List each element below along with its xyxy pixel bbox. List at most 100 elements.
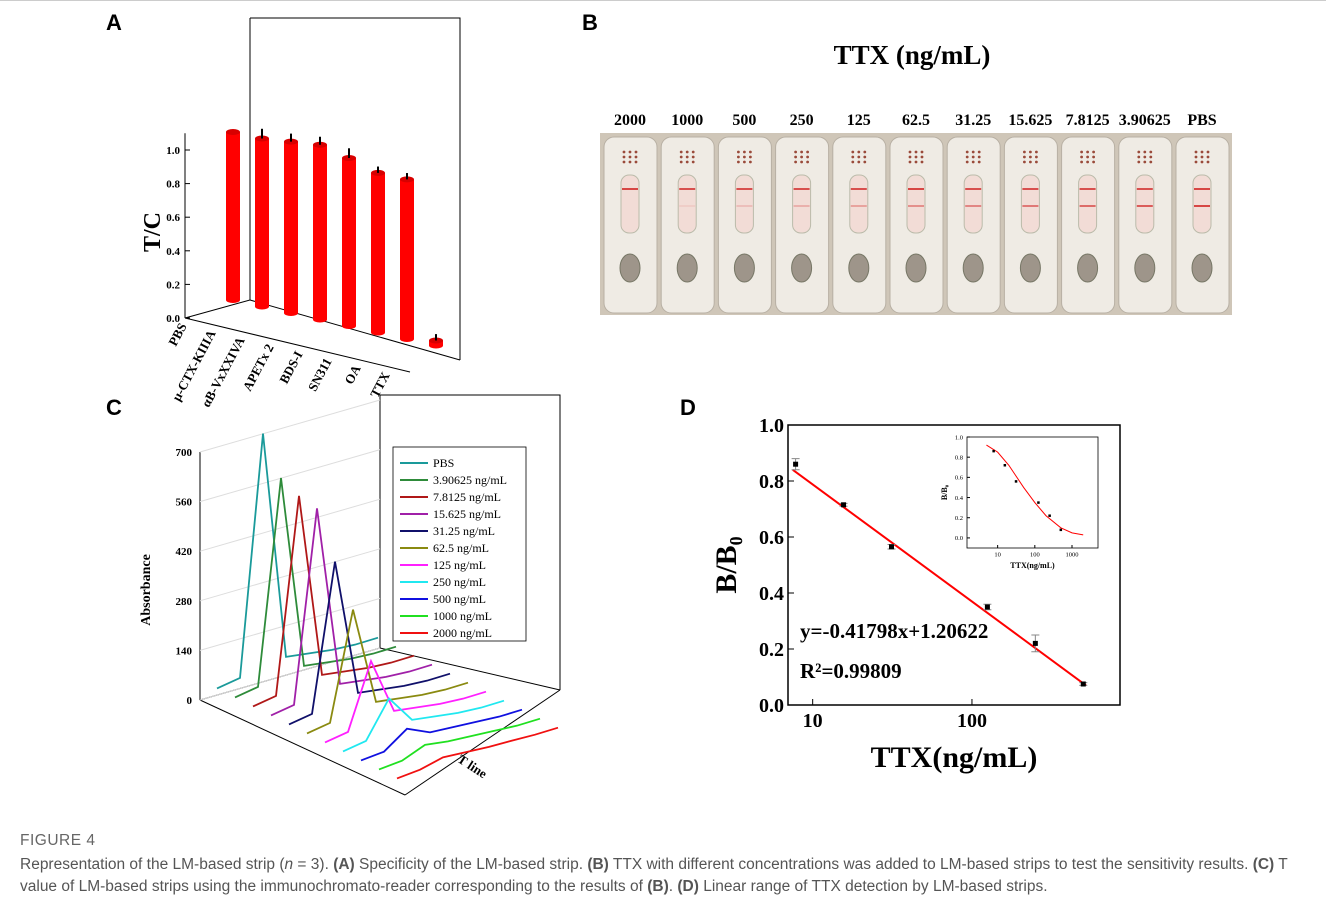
strip-dot (908, 160, 912, 164)
series-line (342, 697, 505, 753)
legend-label: 125 ng/mL (433, 558, 486, 572)
strip-window (963, 174, 983, 234)
sample-well (848, 253, 870, 283)
y-axis-label: Absorbance (139, 554, 154, 626)
plot-frame (966, 436, 1099, 549)
x-tick-label: 10 (994, 552, 1001, 559)
y-tick-label: 0.6 (166, 212, 180, 224)
y-tick-label: 420 (176, 546, 193, 558)
strip-dot (1035, 160, 1038, 164)
panel-label: C (106, 395, 122, 420)
strip-dot (1194, 155, 1198, 159)
y-tick-label: 140 (176, 645, 193, 657)
strip-dot (1023, 160, 1026, 164)
x-axis-label: T line (455, 751, 490, 781)
strip-window (1135, 174, 1155, 234)
strip-dot (691, 160, 695, 164)
sample-well (791, 253, 813, 283)
strip-dot (971, 150, 975, 154)
strip-dot (1206, 155, 1210, 159)
sample-well (619, 253, 641, 283)
point (1032, 640, 1038, 646)
caption-part: (D) (677, 878, 699, 895)
strip-dot (628, 150, 632, 154)
series-line (324, 658, 487, 744)
y-axis-label: B/B₀ (940, 484, 949, 500)
legend-label: 3.90625 ng/mL (433, 473, 507, 487)
y-tick-label: 280 (176, 596, 193, 608)
grid-line (199, 399, 381, 453)
strip-dot (737, 155, 740, 159)
caption-part: n (284, 856, 294, 873)
sample-well (962, 253, 984, 283)
strip-dot (1092, 150, 1095, 154)
point (1014, 480, 1018, 483)
x-tick-label: BDS-I (276, 348, 306, 386)
bar-base (429, 342, 443, 349)
x-tick-label: 100 (1030, 552, 1040, 559)
point (1059, 528, 1063, 532)
y-tick-label: 0.4 (166, 246, 180, 258)
strip-label: 250 (790, 112, 814, 129)
strip-dot (1143, 155, 1147, 159)
point (793, 461, 799, 467)
strip-dot (691, 150, 695, 154)
legend-label: 31.25 ng/mL (433, 524, 495, 538)
y-tick-label: 0.0 (166, 313, 180, 325)
y-tick-label: 0 (187, 695, 193, 707)
strip-dot (1023, 150, 1026, 154)
bar (255, 138, 269, 307)
strip-dot (1023, 155, 1026, 159)
y-axis-label: B/B₀ (710, 536, 743, 593)
strip-label: 1000 (671, 112, 703, 129)
strip-dot (685, 155, 689, 159)
series-line (234, 477, 397, 699)
legend-label: 15.625 ng/mL (433, 507, 501, 521)
strip-dot (1143, 150, 1147, 154)
strip-dot (977, 155, 981, 159)
strip-dot (749, 150, 752, 154)
strip-dot (794, 155, 797, 159)
strip-dot (920, 150, 924, 154)
panel-label: D (680, 395, 696, 420)
strip-dot (1149, 150, 1153, 154)
panel-label: B (582, 10, 598, 35)
annotation: y=-0.41798x+1.20622 (800, 619, 988, 643)
bar (400, 179, 414, 339)
y-tick-label: 0.2 (759, 639, 784, 661)
sample-well (905, 253, 927, 283)
strip-dot (691, 155, 695, 159)
strip-dot (1092, 155, 1095, 159)
strip-dot (679, 160, 683, 164)
strip-dot (1029, 160, 1032, 164)
strip-dot (1143, 160, 1147, 164)
strip-dot (628, 160, 632, 164)
legend-label: 2000 ng/mL (433, 626, 492, 640)
y-tick-label: 1.0 (759, 415, 784, 437)
strip-dot (1137, 150, 1141, 154)
y-tick-label: 0.4 (759, 583, 784, 605)
y-tick-label: 0.0 (955, 535, 963, 542)
sample-well (1019, 253, 1041, 283)
strip-label: 62.5 (902, 112, 930, 129)
strip-dot (685, 160, 689, 164)
panel-label: A (106, 10, 122, 35)
point (841, 502, 847, 508)
strip-window (906, 174, 926, 234)
strip-dot (851, 150, 855, 154)
strip-dot (1080, 150, 1083, 154)
strip-dot (857, 160, 861, 164)
strip-dot (794, 160, 797, 164)
grid-line (199, 449, 381, 503)
strip-dot (1194, 160, 1198, 164)
sample-well (733, 253, 755, 283)
strip-label: 31.25 (955, 112, 991, 129)
legend-label: 62.5 ng/mL (433, 541, 489, 555)
legend-label: 500 ng/mL (433, 592, 486, 606)
y-tick-label: 0.2 (955, 515, 963, 522)
y-tick-label: 0.8 (759, 471, 784, 493)
strip-dot (1086, 160, 1089, 164)
sample-well (1134, 253, 1156, 283)
caption-part: . (668, 878, 678, 895)
